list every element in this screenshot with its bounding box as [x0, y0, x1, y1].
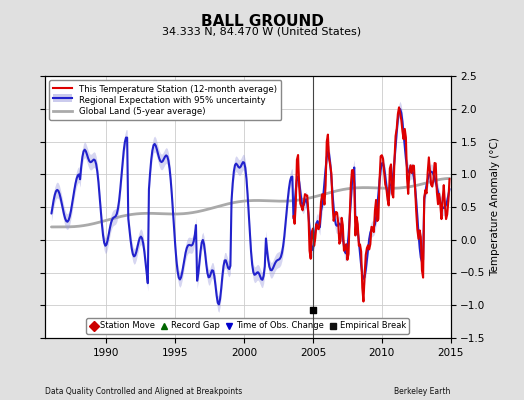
Text: 34.333 N, 84.470 W (United States): 34.333 N, 84.470 W (United States): [162, 26, 362, 36]
Text: BALL GROUND: BALL GROUND: [201, 14, 323, 29]
Legend: Station Move, Record Gap, Time of Obs. Change, Empirical Break: Station Move, Record Gap, Time of Obs. C…: [86, 318, 409, 334]
Y-axis label: Temperature Anomaly (°C): Temperature Anomaly (°C): [490, 138, 500, 276]
Point: [309, 307, 317, 314]
Text: Berkeley Earth: Berkeley Earth: [394, 387, 451, 396]
Text: Data Quality Controlled and Aligned at Breakpoints: Data Quality Controlled and Aligned at B…: [45, 387, 242, 396]
